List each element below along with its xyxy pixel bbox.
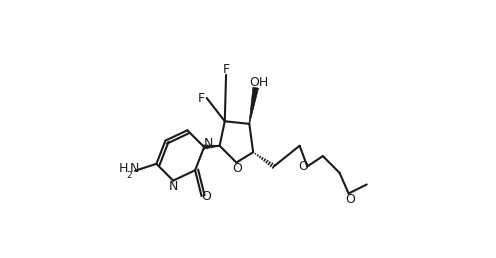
Text: N: N — [169, 180, 178, 193]
Text: O: O — [345, 193, 355, 206]
Text: F: F — [197, 92, 205, 104]
Text: OH: OH — [249, 76, 268, 88]
Text: O: O — [298, 160, 308, 173]
Text: H: H — [119, 163, 128, 175]
Text: O: O — [233, 162, 243, 175]
Polygon shape — [249, 87, 258, 124]
Text: 2: 2 — [126, 172, 131, 180]
Text: F: F — [223, 63, 230, 76]
Text: N: N — [204, 138, 213, 150]
Text: O: O — [201, 190, 211, 203]
Text: N: N — [129, 163, 139, 175]
